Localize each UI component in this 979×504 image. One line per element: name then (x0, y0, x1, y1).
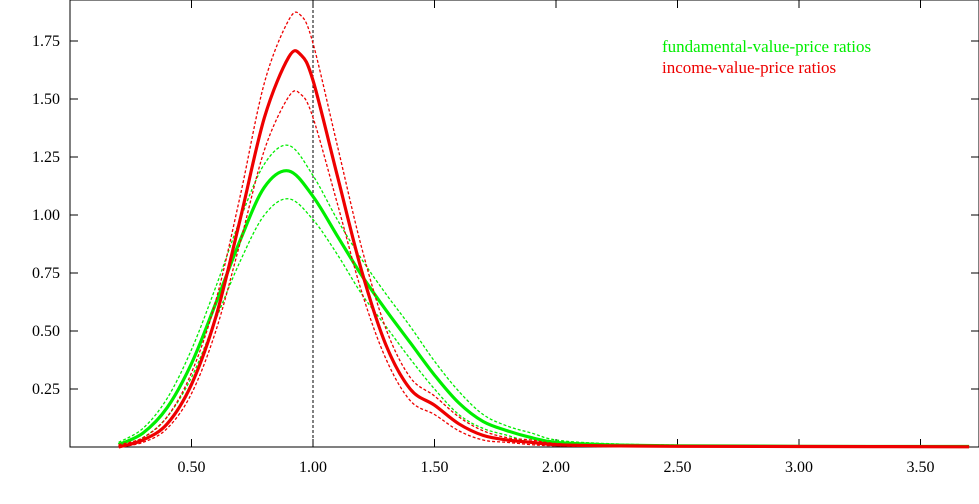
y-tick-label: 1.00 (32, 207, 60, 224)
series-fundamental-line (117, 169, 970, 449)
y-tick-label: 0.50 (32, 323, 60, 340)
series-layer (117, 11, 970, 449)
series-income-upper-band (118, 11, 970, 448)
y-axis: 0.25 0.50 0.75 1.00 1.25 1.50 1.75 (32, 33, 979, 398)
x-tick-label: 1.00 (299, 459, 327, 476)
x-tick-label: 0.50 (178, 459, 206, 476)
x-tick-label: 3.00 (785, 459, 813, 476)
y-tick-label: 0.25 (32, 381, 60, 398)
x-tick-label: 2.00 (542, 459, 570, 476)
legend: fundamental-value-price ratios income-va… (662, 37, 871, 77)
series-income-line (118, 49, 970, 449)
series-income-lower-band (118, 90, 970, 448)
x-axis: 0.50 1.00 1.50 2.00 2.50 3.00 3.50 (178, 0, 935, 476)
y-tick-label: 1.75 (32, 33, 60, 50)
legend-entry-fundamental: fundamental-value-price ratios (662, 37, 871, 56)
legend-entry-income: income-value-price ratios (662, 58, 836, 77)
y-tick-label: 0.75 (32, 265, 60, 282)
x-tick-label: 1.50 (421, 459, 449, 476)
y-tick-label: 1.25 (32, 149, 60, 166)
x-tick-label: 2.50 (664, 459, 692, 476)
x-tick-label: 3.50 (907, 459, 935, 476)
plot-frame (69, 0, 979, 448)
y-tick-label: 1.50 (32, 91, 60, 108)
series-fundamental-lower-band (118, 198, 970, 448)
